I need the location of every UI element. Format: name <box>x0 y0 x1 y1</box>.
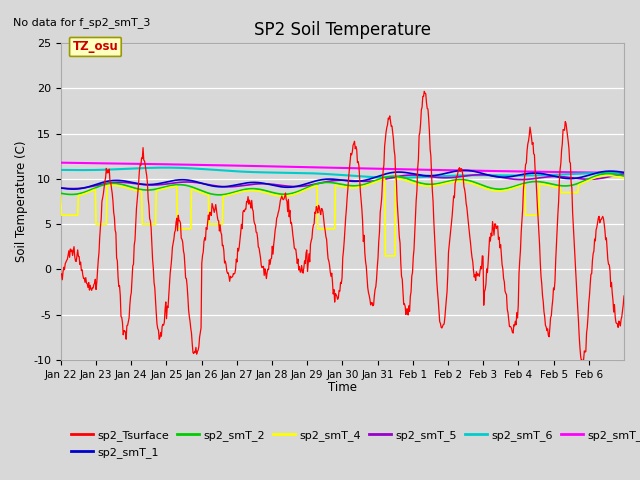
X-axis label: Time: Time <box>328 381 357 394</box>
Y-axis label: Soil Temperature (C): Soil Temperature (C) <box>15 141 28 263</box>
Text: No data for f_sp2_smT_3: No data for f_sp2_smT_3 <box>13 17 150 28</box>
Legend: sp2_Tsurface, sp2_smT_1, sp2_smT_2, sp2_smT_4, sp2_smT_5, sp2_smT_6, sp2_smT_7: sp2_Tsurface, sp2_smT_1, sp2_smT_2, sp2_… <box>67 426 640 462</box>
Text: TZ_osu: TZ_osu <box>72 40 118 53</box>
Title: SP2 Soil Temperature: SP2 Soil Temperature <box>254 21 431 39</box>
